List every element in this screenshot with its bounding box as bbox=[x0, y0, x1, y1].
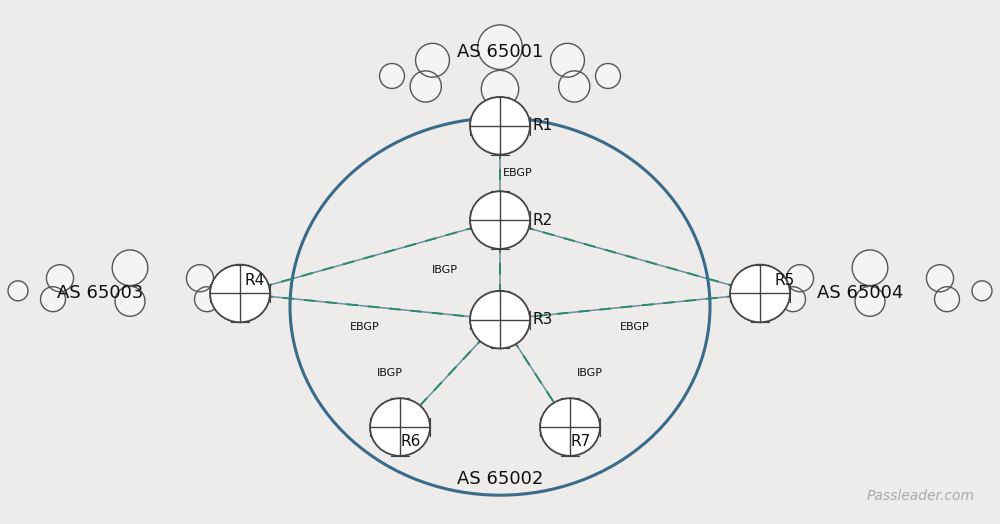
Ellipse shape bbox=[210, 265, 270, 322]
Circle shape bbox=[41, 287, 65, 312]
Text: R7: R7 bbox=[570, 434, 590, 449]
Circle shape bbox=[481, 70, 519, 108]
Circle shape bbox=[781, 287, 805, 312]
Text: R3: R3 bbox=[533, 312, 553, 327]
Text: AS 65004: AS 65004 bbox=[817, 285, 903, 302]
Ellipse shape bbox=[470, 97, 530, 155]
Text: Passleader.com: Passleader.com bbox=[867, 489, 975, 503]
Ellipse shape bbox=[470, 191, 530, 249]
Circle shape bbox=[972, 281, 992, 301]
Ellipse shape bbox=[470, 291, 530, 348]
Circle shape bbox=[8, 281, 28, 301]
Text: EBGP: EBGP bbox=[503, 168, 533, 178]
Text: IBGP: IBGP bbox=[432, 265, 458, 275]
Ellipse shape bbox=[730, 265, 790, 322]
Circle shape bbox=[46, 265, 74, 292]
Text: EBGP: EBGP bbox=[350, 322, 380, 333]
Text: R5: R5 bbox=[775, 273, 795, 288]
Circle shape bbox=[559, 71, 590, 102]
Circle shape bbox=[786, 265, 814, 292]
Circle shape bbox=[855, 286, 885, 316]
Circle shape bbox=[596, 63, 620, 89]
Circle shape bbox=[112, 250, 148, 286]
Text: R4: R4 bbox=[245, 273, 265, 288]
Text: AS 65003: AS 65003 bbox=[57, 285, 143, 302]
Text: R2: R2 bbox=[533, 213, 553, 227]
Circle shape bbox=[748, 281, 768, 301]
Circle shape bbox=[232, 281, 252, 301]
Text: EBGP: EBGP bbox=[620, 322, 650, 333]
Circle shape bbox=[410, 71, 441, 102]
Circle shape bbox=[416, 43, 449, 77]
Circle shape bbox=[935, 287, 959, 312]
Ellipse shape bbox=[370, 398, 430, 456]
Text: R1: R1 bbox=[533, 118, 553, 133]
Text: R6: R6 bbox=[400, 434, 420, 449]
Circle shape bbox=[551, 43, 584, 77]
Text: IBGP: IBGP bbox=[377, 368, 403, 378]
Text: AS 65001: AS 65001 bbox=[457, 43, 543, 61]
Text: AS 65002: AS 65002 bbox=[457, 471, 543, 488]
Circle shape bbox=[380, 63, 404, 89]
Circle shape bbox=[852, 250, 888, 286]
Circle shape bbox=[478, 25, 522, 70]
Circle shape bbox=[115, 286, 145, 316]
Text: IBGP: IBGP bbox=[577, 368, 603, 378]
Circle shape bbox=[195, 287, 219, 312]
Circle shape bbox=[926, 265, 954, 292]
Circle shape bbox=[186, 265, 214, 292]
Ellipse shape bbox=[540, 398, 600, 456]
